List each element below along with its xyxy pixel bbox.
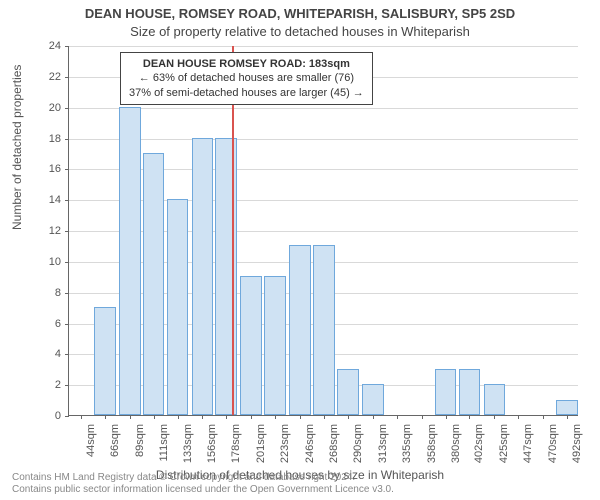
- x-tick-mark: [154, 415, 155, 419]
- x-tick-mark: [469, 415, 470, 419]
- x-tick-mark: [105, 415, 106, 419]
- y-tick-mark: [65, 324, 69, 325]
- x-tick-label: 470sqm: [547, 424, 559, 468]
- bar: [337, 369, 359, 415]
- y-tick-label: 4: [31, 348, 61, 360]
- x-tick-mark: [422, 415, 423, 419]
- bar: [264, 276, 286, 415]
- bar: [313, 245, 335, 415]
- x-tick-label: 178sqm: [230, 424, 242, 468]
- x-tick-label: 66sqm: [109, 424, 121, 468]
- annotation-box: DEAN HOUSE ROMSEY ROAD: 183sqm← 63% of d…: [120, 52, 373, 105]
- y-tick-label: 12: [31, 225, 61, 237]
- y-tick-mark: [65, 108, 69, 109]
- y-tick-label: 6: [31, 318, 61, 330]
- x-tick-mark: [275, 415, 276, 419]
- y-tick-mark: [65, 354, 69, 355]
- x-tick-mark: [373, 415, 374, 419]
- x-tick-label: 156sqm: [206, 424, 218, 468]
- y-tick-label: 10: [31, 256, 61, 268]
- y-tick-label: 0: [31, 410, 61, 422]
- footer-line-2: Contains public sector information licen…: [12, 484, 394, 496]
- x-tick-label: 335sqm: [401, 424, 413, 468]
- bar: [143, 153, 165, 415]
- footer-line-1: Contains HM Land Registry data © Crown c…: [12, 472, 394, 484]
- bar: [484, 384, 506, 415]
- x-tick-mark: [226, 415, 227, 419]
- gridline-h: [69, 108, 578, 109]
- x-tick-label: 313sqm: [377, 424, 389, 468]
- x-tick-mark: [446, 415, 447, 419]
- chart-title-1: DEAN HOUSE, ROMSEY ROAD, WHITEPARISH, SA…: [0, 6, 600, 21]
- y-tick-label: 14: [31, 194, 61, 206]
- y-tick-mark: [65, 385, 69, 386]
- y-tick-label: 16: [31, 163, 61, 175]
- y-tick-mark: [65, 262, 69, 263]
- bar: [289, 245, 311, 415]
- bar: [556, 400, 578, 415]
- y-tick-mark: [65, 293, 69, 294]
- bar: [459, 369, 481, 415]
- y-tick-label: 24: [31, 40, 61, 52]
- y-tick-label: 22: [31, 71, 61, 83]
- y-tick-label: 2: [31, 379, 61, 391]
- y-tick-mark: [65, 416, 69, 417]
- chart-title-2: Size of property relative to detached ho…: [0, 24, 600, 39]
- x-tick-label: 492sqm: [571, 424, 583, 468]
- x-tick-label: 447sqm: [522, 424, 534, 468]
- x-tick-label: 268sqm: [328, 424, 340, 468]
- x-tick-label: 358sqm: [426, 424, 438, 468]
- x-tick-mark: [130, 415, 131, 419]
- y-tick-label: 8: [31, 287, 61, 299]
- x-tick-label: 44sqm: [85, 424, 97, 468]
- annotation-title: DEAN HOUSE ROMSEY ROAD: 183sqm: [129, 57, 364, 71]
- x-tick-mark: [251, 415, 252, 419]
- x-tick-label: 111sqm: [158, 424, 170, 468]
- x-tick-mark: [397, 415, 398, 419]
- x-tick-mark: [324, 415, 325, 419]
- x-tick-mark: [567, 415, 568, 419]
- footer-attribution: Contains HM Land Registry data © Crown c…: [12, 472, 394, 496]
- y-tick-mark: [65, 139, 69, 140]
- x-tick-mark: [348, 415, 349, 419]
- x-tick-label: 290sqm: [352, 424, 364, 468]
- x-tick-mark: [518, 415, 519, 419]
- y-tick-mark: [65, 169, 69, 170]
- y-tick-mark: [65, 77, 69, 78]
- bar: [240, 276, 262, 415]
- y-tick-mark: [65, 200, 69, 201]
- x-tick-label: 89sqm: [134, 424, 146, 468]
- annotation-line-2: 37% of semi-detached houses are larger (…: [129, 86, 364, 100]
- x-tick-mark: [202, 415, 203, 419]
- gridline-h: [69, 139, 578, 140]
- x-tick-mark: [178, 415, 179, 419]
- bar: [167, 199, 189, 415]
- y-tick-mark: [65, 46, 69, 47]
- bar: [119, 107, 141, 415]
- bar: [435, 369, 457, 415]
- y-tick-mark: [65, 231, 69, 232]
- x-tick-mark: [494, 415, 495, 419]
- bar: [215, 138, 237, 416]
- x-tick-label: 201sqm: [255, 424, 267, 468]
- x-tick-label: 380sqm: [450, 424, 462, 468]
- gridline-h: [69, 46, 578, 47]
- plot-area: 02468101214161820222444sqm66sqm89sqm111s…: [68, 46, 578, 416]
- bar: [362, 384, 384, 415]
- annotation-line-1: ← 63% of detached houses are smaller (76…: [129, 71, 364, 85]
- x-tick-label: 425sqm: [498, 424, 510, 468]
- x-tick-mark: [300, 415, 301, 419]
- chart-container: { "chart": { "type": "bar", "title1": "D…: [0, 0, 600, 500]
- y-tick-label: 20: [31, 102, 61, 114]
- x-tick-label: 246sqm: [304, 424, 316, 468]
- x-tick-mark: [543, 415, 544, 419]
- bar: [94, 307, 116, 415]
- y-tick-label: 18: [31, 133, 61, 145]
- y-axis-label: Number of detached properties: [10, 65, 24, 230]
- bar: [192, 138, 214, 416]
- x-tick-mark: [81, 415, 82, 419]
- x-tick-label: 133sqm: [182, 424, 194, 468]
- x-tick-label: 402sqm: [473, 424, 485, 468]
- x-tick-label: 223sqm: [279, 424, 291, 468]
